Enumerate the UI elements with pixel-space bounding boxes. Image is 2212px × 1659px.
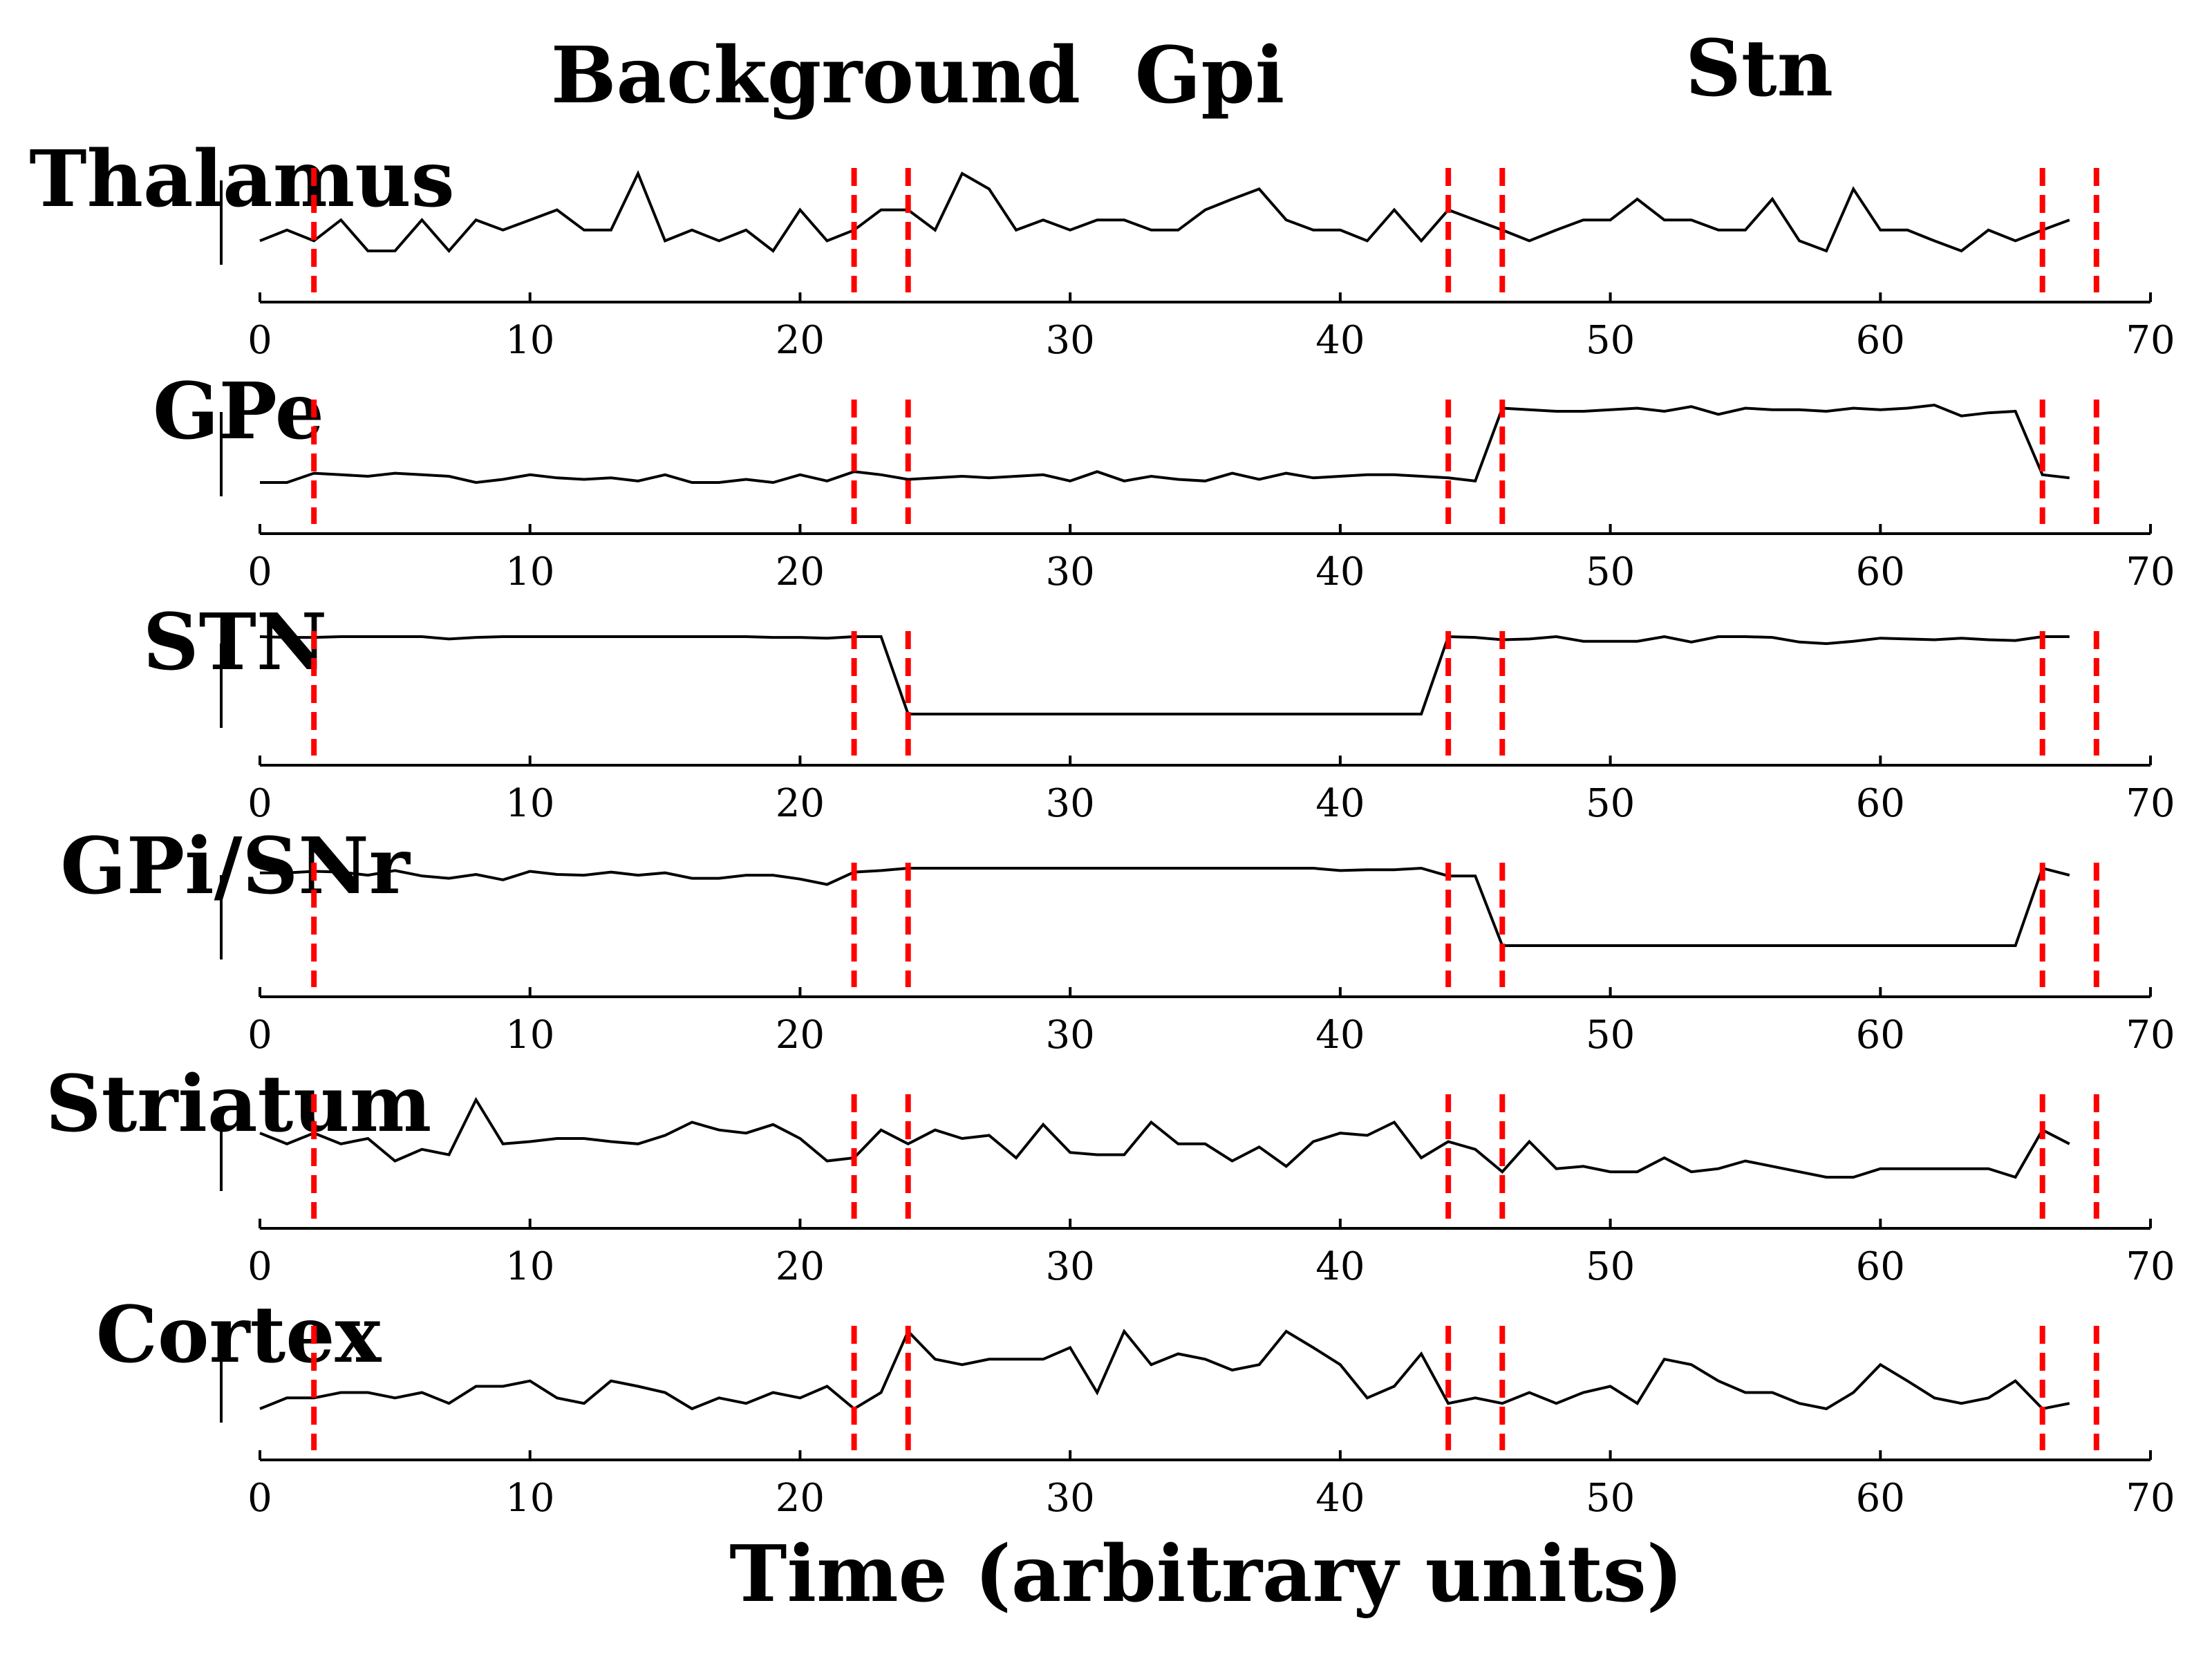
x-tick-label-thalamus-0: 0 <box>247 318 272 363</box>
panel-stn: STN 0 10 20 30 40 50 60 70 <box>143 597 2175 826</box>
x-tick-label-gpi-snr-10: 10 <box>505 1013 554 1058</box>
x-tick-label-striatum-70: 70 <box>2126 1244 2175 1289</box>
x-tick-label-thalamus-10: 10 <box>505 318 554 363</box>
phase-label-stn: Stn <box>1685 24 1833 114</box>
x-tick-label-gpe-20: 20 <box>776 550 825 594</box>
x-tick-label-cortex-60: 60 <box>1856 1476 1905 1521</box>
x-tick-label-gpi-snr-30: 30 <box>1046 1013 1095 1058</box>
series-line-gpe <box>260 403 2070 485</box>
x-tick-label-gpe-10: 10 <box>505 550 554 594</box>
x-tick-label-thalamus-20: 20 <box>776 318 825 363</box>
x-tick-label-thalamus-70: 70 <box>2126 318 2175 363</box>
x-tick-label-striatum-40: 40 <box>1315 1244 1365 1289</box>
x-tick-label-stn-0: 0 <box>247 781 272 826</box>
x-tick-label-gpi-snr-60: 60 <box>1856 1013 1905 1058</box>
x-tick-label-stn-70: 70 <box>2126 781 2175 826</box>
x-tick-label-cortex-0: 0 <box>247 1476 272 1521</box>
series-line-gpi-snr <box>260 866 2070 947</box>
panel-gpe: GPe 0 10 20 30 40 50 60 70 <box>153 366 2175 594</box>
x-tick-label-gpe-0: 0 <box>247 550 272 594</box>
series-line-striatum <box>259 1096 2070 1179</box>
panel-label-thalamus: Thalamus <box>29 134 454 225</box>
x-tick-label-striatum-10: 10 <box>505 1244 554 1289</box>
x-axis-title: Time (arbitrary units) <box>729 1529 1683 1620</box>
x-tick-label-cortex-30: 30 <box>1046 1476 1095 1521</box>
x-tick-label-stn-60: 60 <box>1856 781 1905 826</box>
x-tick-label-gpe-40: 40 <box>1315 550 1365 594</box>
panel-label-cortex: Cortex <box>96 1290 382 1380</box>
x-tick-label-thalamus-50: 50 <box>1586 318 1635 363</box>
x-tick-label-gpi-snr-50: 50 <box>1586 1013 1635 1058</box>
x-tick-label-striatum-60: 60 <box>1856 1244 1905 1289</box>
x-tick-label-thalamus-40: 40 <box>1315 318 1365 363</box>
x-tick-label-gpi-snr-40: 40 <box>1315 1013 1365 1058</box>
x-tick-label-thalamus-30: 30 <box>1046 318 1095 363</box>
x-tick-label-cortex-20: 20 <box>776 1476 825 1521</box>
panel-striatum: Striatum 0 10 20 30 40 50 60 70 <box>46 1059 2175 1289</box>
x-tick-label-stn-40: 40 <box>1315 781 1365 826</box>
x-tick-label-cortex-50: 50 <box>1586 1476 1635 1521</box>
x-tick-label-striatum-0: 0 <box>247 1244 272 1289</box>
x-tick-label-stn-30: 30 <box>1046 781 1095 826</box>
panel-label-gpe: GPe <box>153 366 324 457</box>
x-tick-label-stn-10: 10 <box>505 781 554 826</box>
series-line-thalamus <box>259 170 2070 254</box>
series-line-cortex <box>259 1329 2070 1411</box>
x-tick-label-gpe-30: 30 <box>1046 550 1095 594</box>
series-line-stn <box>259 635 2070 715</box>
x-tick-label-cortex-10: 10 <box>505 1476 554 1521</box>
x-tick-label-stn-20: 20 <box>776 781 825 826</box>
panel-label-gpi-snr: GPi/SNr <box>60 821 411 912</box>
phase-label-gpi: Gpi <box>1135 30 1285 121</box>
x-tick-label-striatum-30: 30 <box>1046 1244 1095 1289</box>
x-tick-label-stn-50: 50 <box>1586 781 1635 826</box>
panel-thalamus: Thalamus 0 10 20 30 40 50 60 70 <box>29 134 2175 363</box>
x-tick-label-gpi-snr-0: 0 <box>247 1013 272 1058</box>
x-tick-label-gpe-50: 50 <box>1586 550 1635 594</box>
x-tick-label-striatum-50: 50 <box>1586 1244 1635 1289</box>
x-tick-label-gpi-snr-70: 70 <box>2126 1013 2175 1058</box>
x-tick-label-striatum-20: 20 <box>776 1244 825 1289</box>
x-tick-label-cortex-40: 40 <box>1315 1476 1365 1521</box>
panel-gpi-snr: GPi/SNr 0 10 20 30 40 50 60 70 <box>60 821 2175 1058</box>
phase-labels: Background Gpi Stn <box>551 24 1833 121</box>
panel-label-stn: STN <box>143 597 328 688</box>
x-tick-label-thalamus-60: 60 <box>1856 318 1905 363</box>
x-tick-label-gpe-70: 70 <box>2126 550 2175 594</box>
x-tick-label-cortex-70: 70 <box>2126 1476 2175 1521</box>
panel-cortex: Cortex 0 10 20 30 40 50 60 70 <box>96 1290 2175 1521</box>
x-tick-label-gpe-60: 60 <box>1856 550 1905 594</box>
x-tick-label-gpi-snr-20: 20 <box>776 1013 825 1058</box>
phase-label-background: Background <box>551 30 1080 121</box>
panel-label-striatum: Striatum <box>46 1059 431 1150</box>
